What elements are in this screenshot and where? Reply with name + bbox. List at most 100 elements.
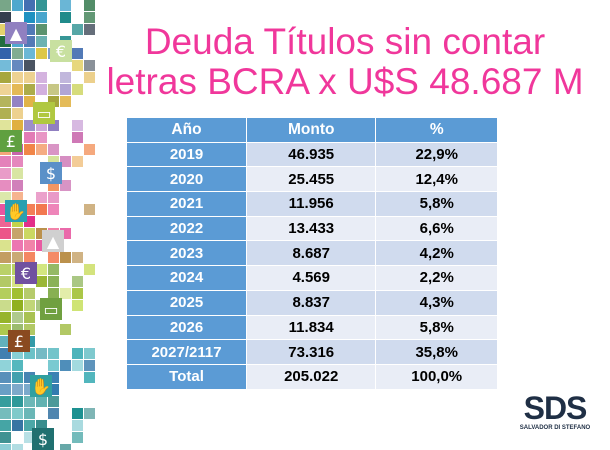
mosaic-tile [72,348,83,359]
table-row: 2026 11.834 5,8% [126,314,498,341]
mosaic-tile [12,348,23,359]
mosaic-tile [36,84,47,95]
mosaic-tile [0,336,11,347]
mosaic-tile [72,60,83,71]
table-row: 2027/2117 73.316 35,8% [126,339,498,365]
mosaic-tile [36,348,47,359]
mosaic-tile [12,180,23,191]
mosaic-tile [24,228,35,239]
mosaic-tile [72,156,83,167]
mosaic-tile [72,252,83,263]
mosaic-tile [72,420,83,431]
cell-year: 2020 [126,166,247,193]
mosaic-tile [12,72,23,83]
mosaic-tile [0,396,11,407]
table-row: 2023 8.687 4,2% [126,240,498,267]
mosaic-tile [36,396,47,407]
mosaic-tile [36,48,47,59]
table-row: 2024 4.569 2,2% [126,265,498,291]
mosaic-tile [60,156,71,167]
mosaic-tile [72,360,83,371]
mosaic-tile [48,360,59,371]
svg-text:✋: ✋ [31,377,51,396]
mosaic-tile [12,252,23,263]
mosaic-tile [24,84,35,95]
mosaic-tile [48,252,59,263]
mosaic-tile [36,72,47,83]
mosaic-tile [12,192,23,203]
mosaic-tile [12,396,23,407]
euro-icon: € [50,40,72,62]
mosaic-tile [0,324,11,335]
mosaic-tile [60,180,71,191]
mosaic-tile [0,240,11,251]
mosaic-tile [24,144,35,155]
mosaic-tile [12,156,23,167]
mosaic-tile [0,120,11,131]
mosaic-tile [24,252,35,263]
table-row: 2022 13.433 6,6% [126,215,498,242]
cell-year: 2027/2117 [126,339,247,365]
mosaic-tile [36,24,47,35]
mosaic-tile [24,324,35,335]
mosaic-tile [24,396,35,407]
table-row: Total 205.022 100,0% [126,363,498,390]
sds-logo: SDS SALVADOR DI STEFANO [515,392,595,442]
mosaic-tile [24,300,35,311]
mosaic-tile [0,108,11,119]
mosaic-tile [0,360,11,371]
mosaic-tile [48,204,59,215]
header-percent: % [375,117,498,143]
cell-amount: 11.956 [245,191,377,217]
cell-amount: 11.834 [245,314,377,341]
mosaic-tile [60,96,71,107]
cell-percent: 5,8% [375,191,498,217]
mosaic-tile [12,48,23,59]
mosaic-tile [84,12,95,23]
mosaic-tile [84,408,95,419]
mosaic-tile [24,312,35,323]
cell-amount: 8.687 [245,240,377,267]
mosaic-tile [48,120,59,131]
mosaic-tile [72,432,83,443]
mosaic-tile [0,168,11,179]
mosaic-tile [12,288,23,299]
cell-percent: 22,9% [375,141,498,168]
svg-text:✋: ✋ [6,202,26,221]
cell-amount: 205.022 [245,363,377,390]
mosaic-tile [0,60,11,71]
mosaic-tile [12,120,23,131]
mosaic-tile [48,276,59,287]
header-year: Año [126,117,247,143]
mosaic-tile [0,72,11,83]
cell-percent: 5,8% [375,314,498,341]
mosaic-tile [72,48,83,59]
cell-amount: 73.316 [245,339,377,365]
cell-percent: 35,8% [375,339,498,365]
svg-text:▲: ▲ [47,232,60,251]
mosaic-tile [48,84,59,95]
mosaic-tile [12,420,23,431]
mosaic-tile [24,48,35,59]
cell-amount: 13.433 [245,215,377,242]
mosaic-tile [0,84,11,95]
mosaic-tile [24,24,35,35]
mosaic-tile [60,252,71,263]
svg-text:€: € [21,264,31,283]
mosaic-tile [36,36,47,47]
table-row: 2025 8.837 4,3% [126,289,498,316]
mosaic-tile [0,420,11,431]
mosaic-tile [24,120,35,131]
logo-subtext: SALVADOR DI STEFANO [519,425,591,431]
mosaic-tile [36,12,47,23]
mosaic-tile [12,408,23,419]
mosaic-tile [24,132,35,143]
mosaic-tile [84,264,95,275]
cell-amount: 8.837 [245,289,377,316]
chart-icon: ▲ [5,22,27,44]
chart-icon: ▲ [42,230,64,252]
table-row: 2020 25.455 12,4% [126,166,498,193]
mosaic-tile [12,168,23,179]
mosaic-tile [24,216,35,227]
mosaic-tile [24,0,35,11]
